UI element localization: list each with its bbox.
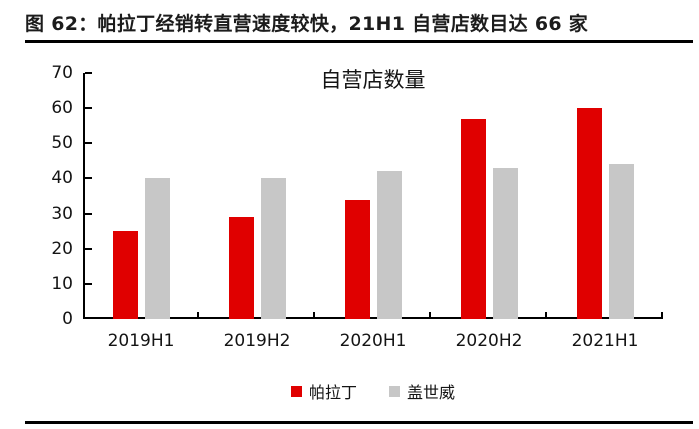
legend-label: 盖世威 [407, 383, 456, 402]
bar-paladin [345, 199, 370, 319]
bar-kswiss [493, 167, 518, 319]
figure-caption: 图 62：帕拉丁经销转直营速度较快，21H1 自营店数目达 66 家 [25, 13, 589, 35]
x-tick-mark [197, 312, 199, 319]
top-rule-divider [25, 40, 693, 43]
x-tick-label: 2019H2 [223, 331, 291, 351]
y-tick-mark [85, 142, 92, 145]
chart-legend: 帕拉丁 盖世威 [83, 379, 663, 403]
x-tick-label: 2019H1 [107, 331, 175, 351]
y-tick-label: 40 [51, 168, 73, 189]
x-tick-label: 2021H1 [571, 331, 639, 351]
plot-area [83, 73, 663, 319]
x-tick-mark [313, 312, 315, 319]
x-tick-mark [429, 312, 431, 319]
y-tick-mark [85, 247, 92, 250]
bottom-rule-divider [25, 421, 693, 424]
y-tick-label: 60 [51, 98, 73, 119]
y-tick-mark [85, 177, 92, 180]
y-tick-label: 50 [51, 133, 73, 154]
x-tick-mark [661, 312, 663, 319]
legend-label: 帕拉丁 [308, 383, 357, 402]
bar-kswiss [261, 178, 286, 319]
y-tick-label: 70 [51, 63, 73, 83]
bar-kswiss [377, 171, 402, 319]
y-tick-mark [85, 107, 92, 110]
bar-paladin [577, 108, 602, 319]
bar-paladin [229, 217, 254, 319]
legend-swatch-icon [389, 385, 400, 397]
bar-paladin [113, 231, 138, 319]
y-tick-mark [85, 72, 92, 74]
x-tick-mark [545, 312, 547, 319]
y-tick-mark [85, 282, 92, 285]
bar-kswiss [145, 178, 170, 319]
legend-item-paladin: 帕拉丁 [290, 379, 357, 403]
y-tick-label: 0 [62, 309, 73, 329]
x-tick-label: 2020H1 [339, 331, 407, 351]
x-tick-label: 2020H2 [455, 331, 523, 351]
y-tick-label: 10 [51, 273, 73, 294]
legend-swatch-icon [290, 385, 302, 397]
bar-paladin [461, 118, 486, 319]
bar-kswiss [609, 164, 634, 319]
chart-title: 自营店数量 [320, 68, 426, 92]
legend-item-kswiss: 盖世威 [389, 379, 455, 403]
y-tick-mark [85, 212, 92, 215]
y-tick-label: 30 [51, 203, 73, 224]
y-tick-label: 20 [51, 238, 73, 259]
